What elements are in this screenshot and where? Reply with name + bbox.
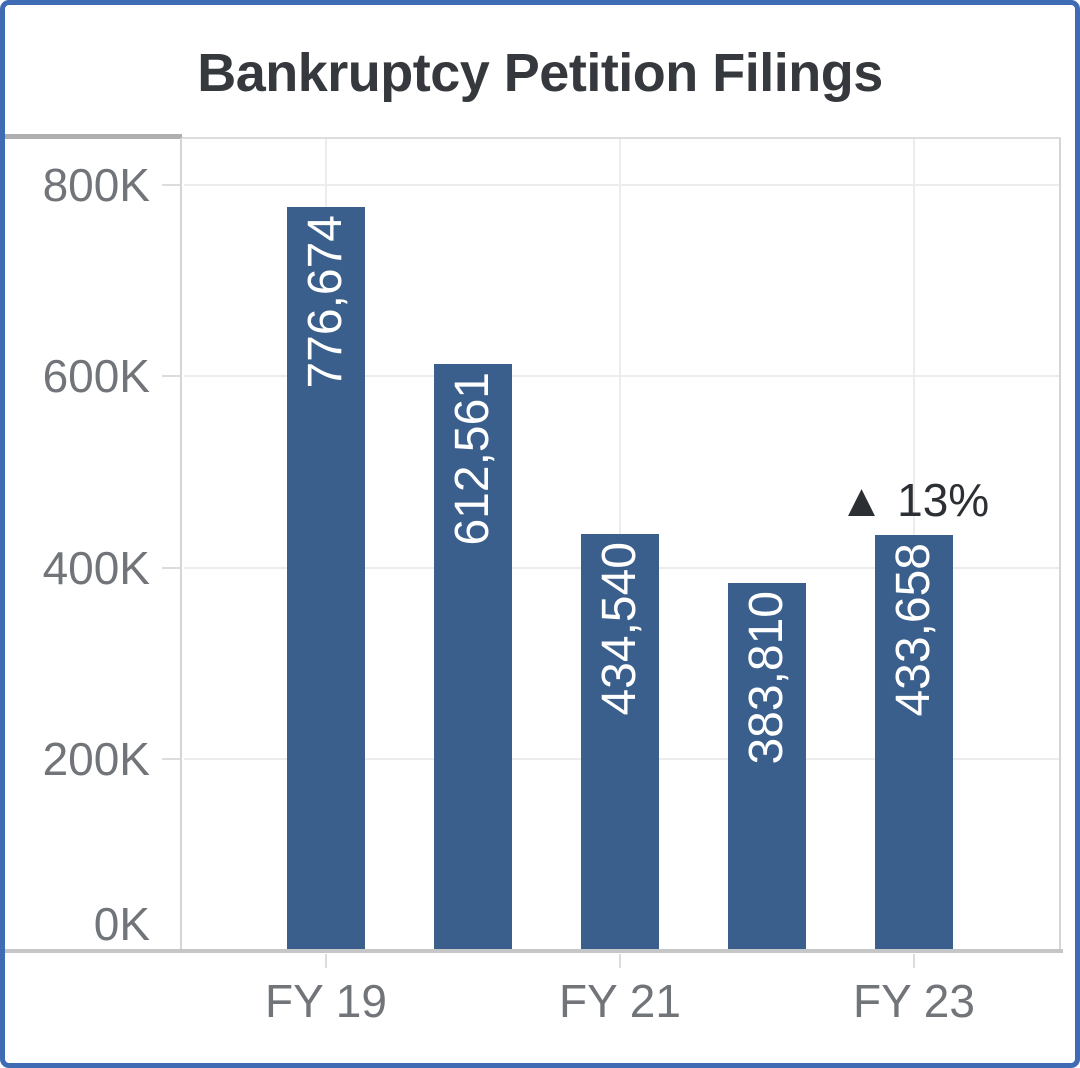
header-divider-plot-segment [182,137,1061,139]
bar[interactable]: 612,561 [434,364,512,950]
bar[interactable]: 383,810 [728,582,806,950]
y-tick-label: 400K [42,541,150,594]
change-annotation: ▲ 13% [838,474,990,526]
x-tick-label: FY 21 [559,975,681,1027]
x-axis-baseline [5,949,1063,953]
bar[interactable]: 434,540 [581,534,659,950]
plot-right-border [1059,138,1061,950]
x-tick-label: FY 23 [853,975,975,1027]
bar-value-label: 383,810 [739,590,793,765]
h-gridline [184,184,1060,186]
header-divider-axis-segment [5,134,182,139]
bar[interactable]: 776,674 [287,207,365,950]
bar-value-label: 776,674 [298,215,352,389]
y-tick-label: 800K [42,159,150,211]
bar[interactable]: 433,658 [875,535,953,950]
y-tick-label: 0K [93,898,150,950]
x-tick-label: FY 19 [265,975,387,1027]
bar-value-label: 434,540 [592,542,646,716]
x-tick-mark [913,954,915,968]
y-tick-mark [162,184,182,186]
x-tick-mark [325,954,327,968]
y-tick-mark [162,757,182,760]
y-tick-mark [162,566,182,569]
h-gridline [184,375,1060,378]
chart-title: Bankruptcy Petition Filings [197,43,883,103]
y-tick-mark [162,375,182,378]
x-tick-mark [619,954,621,968]
bar-value-label: 612,561 [445,372,499,546]
y-tick-label: 600K [42,350,150,403]
bar-value-label: 433,658 [886,543,940,717]
y-tick-label: 200K [42,732,150,785]
y-axis-line [180,138,182,950]
